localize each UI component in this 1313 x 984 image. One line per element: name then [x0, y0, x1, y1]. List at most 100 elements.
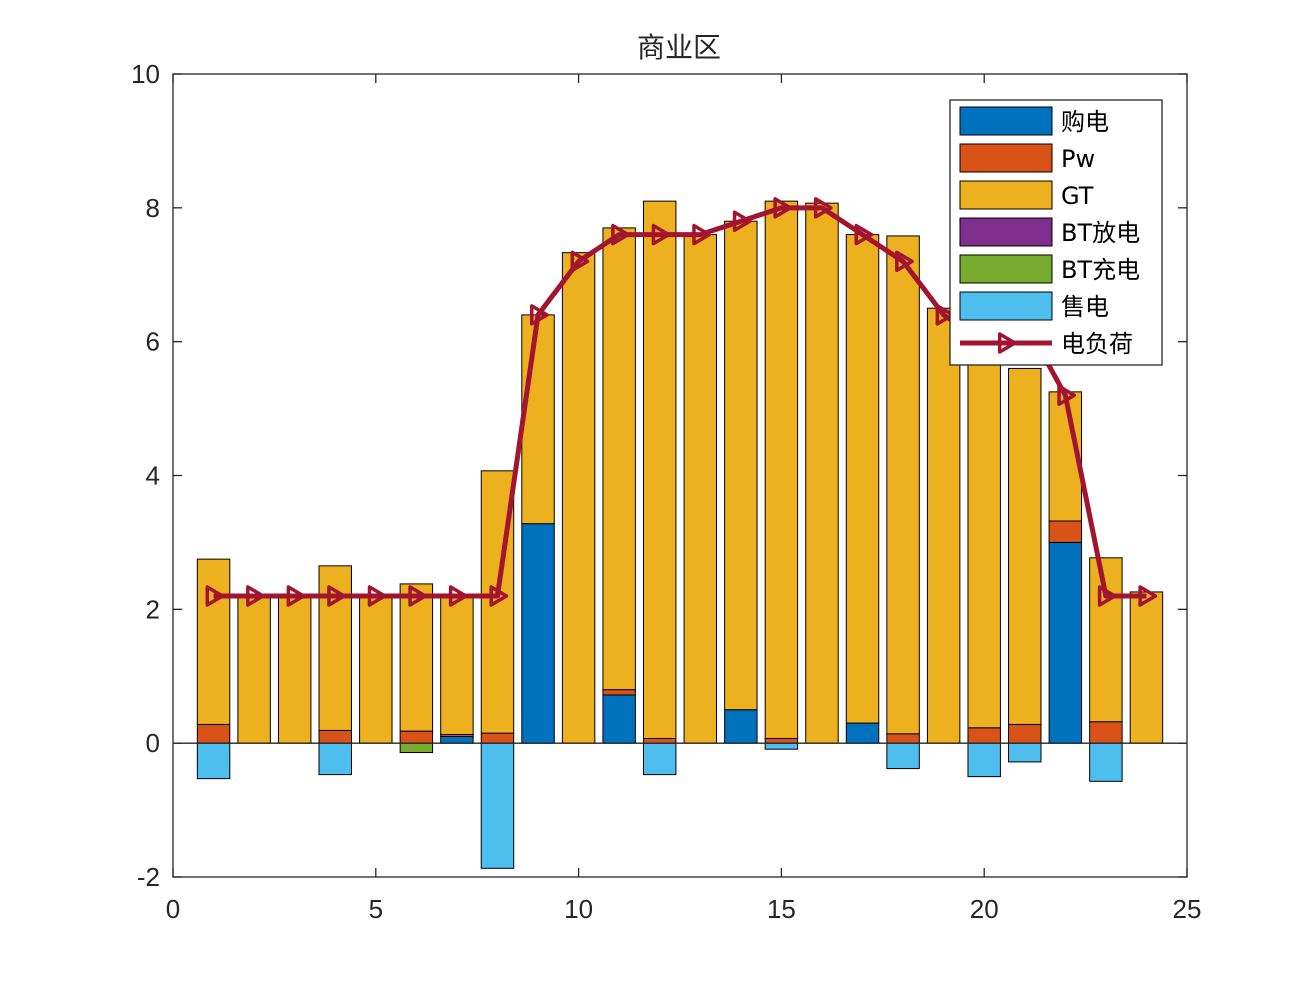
bar-segment — [642, 742, 677, 776]
bar-segment — [967, 727, 1001, 744]
load-marker — [732, 210, 752, 232]
bar-segment — [1008, 367, 1042, 725]
bar-segment — [359, 595, 393, 744]
legend-line-marker — [997, 332, 1017, 354]
legend-label: 售电 — [1061, 293, 1109, 321]
load-marker — [205, 585, 225, 607]
bar-segment — [764, 200, 799, 739]
bar-segment — [724, 709, 758, 744]
bar-segment — [521, 314, 555, 525]
bar-segment — [724, 220, 758, 711]
legend-swatch — [959, 180, 1053, 210]
y-tick-label: 6 — [146, 327, 160, 357]
bar-segment — [602, 227, 636, 691]
bar-segment — [886, 733, 920, 744]
load-marker — [611, 223, 630, 246]
bar-segment — [683, 234, 718, 744]
y-tick-label: 10 — [131, 59, 160, 89]
bar-segment — [1089, 721, 1123, 744]
y-tick-label: -2 — [137, 862, 160, 892]
load-marker — [286, 585, 306, 607]
legend-label: Pw — [1061, 145, 1095, 173]
legend-swatch — [959, 291, 1053, 321]
x-tick-label: 5 — [369, 894, 383, 924]
legend-label: GT — [1061, 182, 1094, 210]
legend-label: 电负荷 — [1061, 330, 1133, 358]
bar-segment — [1129, 591, 1164, 744]
bar-segment — [1048, 520, 1083, 543]
legend-swatch — [959, 143, 1053, 173]
chart-title: 商业区 — [637, 31, 721, 64]
load-marker — [854, 223, 874, 246]
load-marker — [1057, 384, 1077, 406]
bar-segment — [399, 730, 434, 744]
bar-segment — [237, 595, 271, 744]
bar-segment — [521, 523, 555, 744]
load-marker — [367, 585, 387, 607]
load-marker — [1097, 585, 1117, 607]
legend-swatch — [959, 217, 1053, 247]
legend-label: BT放电 — [1061, 219, 1140, 247]
bar-segment — [1089, 557, 1123, 723]
load-marker — [773, 197, 793, 219]
bar-segment — [845, 234, 880, 724]
bar-segment — [399, 583, 434, 732]
load-marker — [448, 585, 468, 607]
load-marker — [692, 223, 712, 246]
bars-layer — [196, 200, 1164, 869]
bar-segment — [886, 742, 920, 770]
bar-segment — [764, 742, 799, 750]
bar-segment — [967, 354, 1001, 729]
bar-segment — [318, 565, 352, 731]
legend-label: 购电 — [1061, 108, 1109, 136]
bar-segment — [440, 595, 474, 735]
bar-segment — [886, 235, 920, 735]
bar-segment — [1008, 742, 1042, 763]
x-tick-label: 25 — [1173, 894, 1202, 924]
x-tick-label: 20 — [970, 894, 999, 924]
load-marker — [1138, 585, 1158, 607]
x-tick-label: 15 — [767, 894, 796, 924]
x-tick-label: 0 — [166, 894, 180, 924]
bar-segment — [602, 694, 636, 744]
bar-segment — [318, 729, 352, 744]
bar-segment — [642, 200, 677, 739]
bar-segment — [967, 742, 1001, 778]
bar-segment — [196, 558, 231, 725]
y-tick-label: 0 — [146, 728, 160, 758]
load-marker — [246, 585, 265, 607]
y-tick-label: 4 — [146, 461, 160, 491]
load-marker — [895, 250, 914, 273]
bar-segment — [196, 723, 231, 744]
load-marker — [408, 585, 428, 607]
bar-segment — [764, 737, 799, 744]
bar-segment — [1008, 723, 1042, 744]
legend-label: BT充电 — [1061, 256, 1140, 284]
load-marker — [813, 197, 833, 219]
bar-segment — [277, 595, 312, 744]
load-marker — [327, 585, 346, 607]
bar-segment — [805, 202, 839, 744]
load-marker — [529, 304, 549, 326]
bar-segment — [1048, 541, 1083, 744]
y-tick-label: 8 — [146, 193, 160, 223]
bar-segment — [926, 307, 961, 744]
bar-segment — [480, 742, 515, 869]
bar-segment — [480, 732, 515, 744]
bar-segment — [399, 742, 434, 754]
y-tick-label: 2 — [146, 594, 160, 624]
bar-segment — [440, 735, 474, 744]
load-marker — [935, 304, 955, 326]
legend-swatch — [959, 254, 1053, 284]
bar-segment — [1089, 742, 1123, 782]
bar-segment — [845, 722, 880, 744]
x-tick-label: 10 — [564, 894, 593, 924]
bar-segment — [196, 742, 231, 780]
bar-segment — [561, 252, 596, 744]
load-marker — [651, 223, 671, 246]
bar-segment — [602, 689, 636, 696]
bar-segment — [318, 742, 352, 776]
